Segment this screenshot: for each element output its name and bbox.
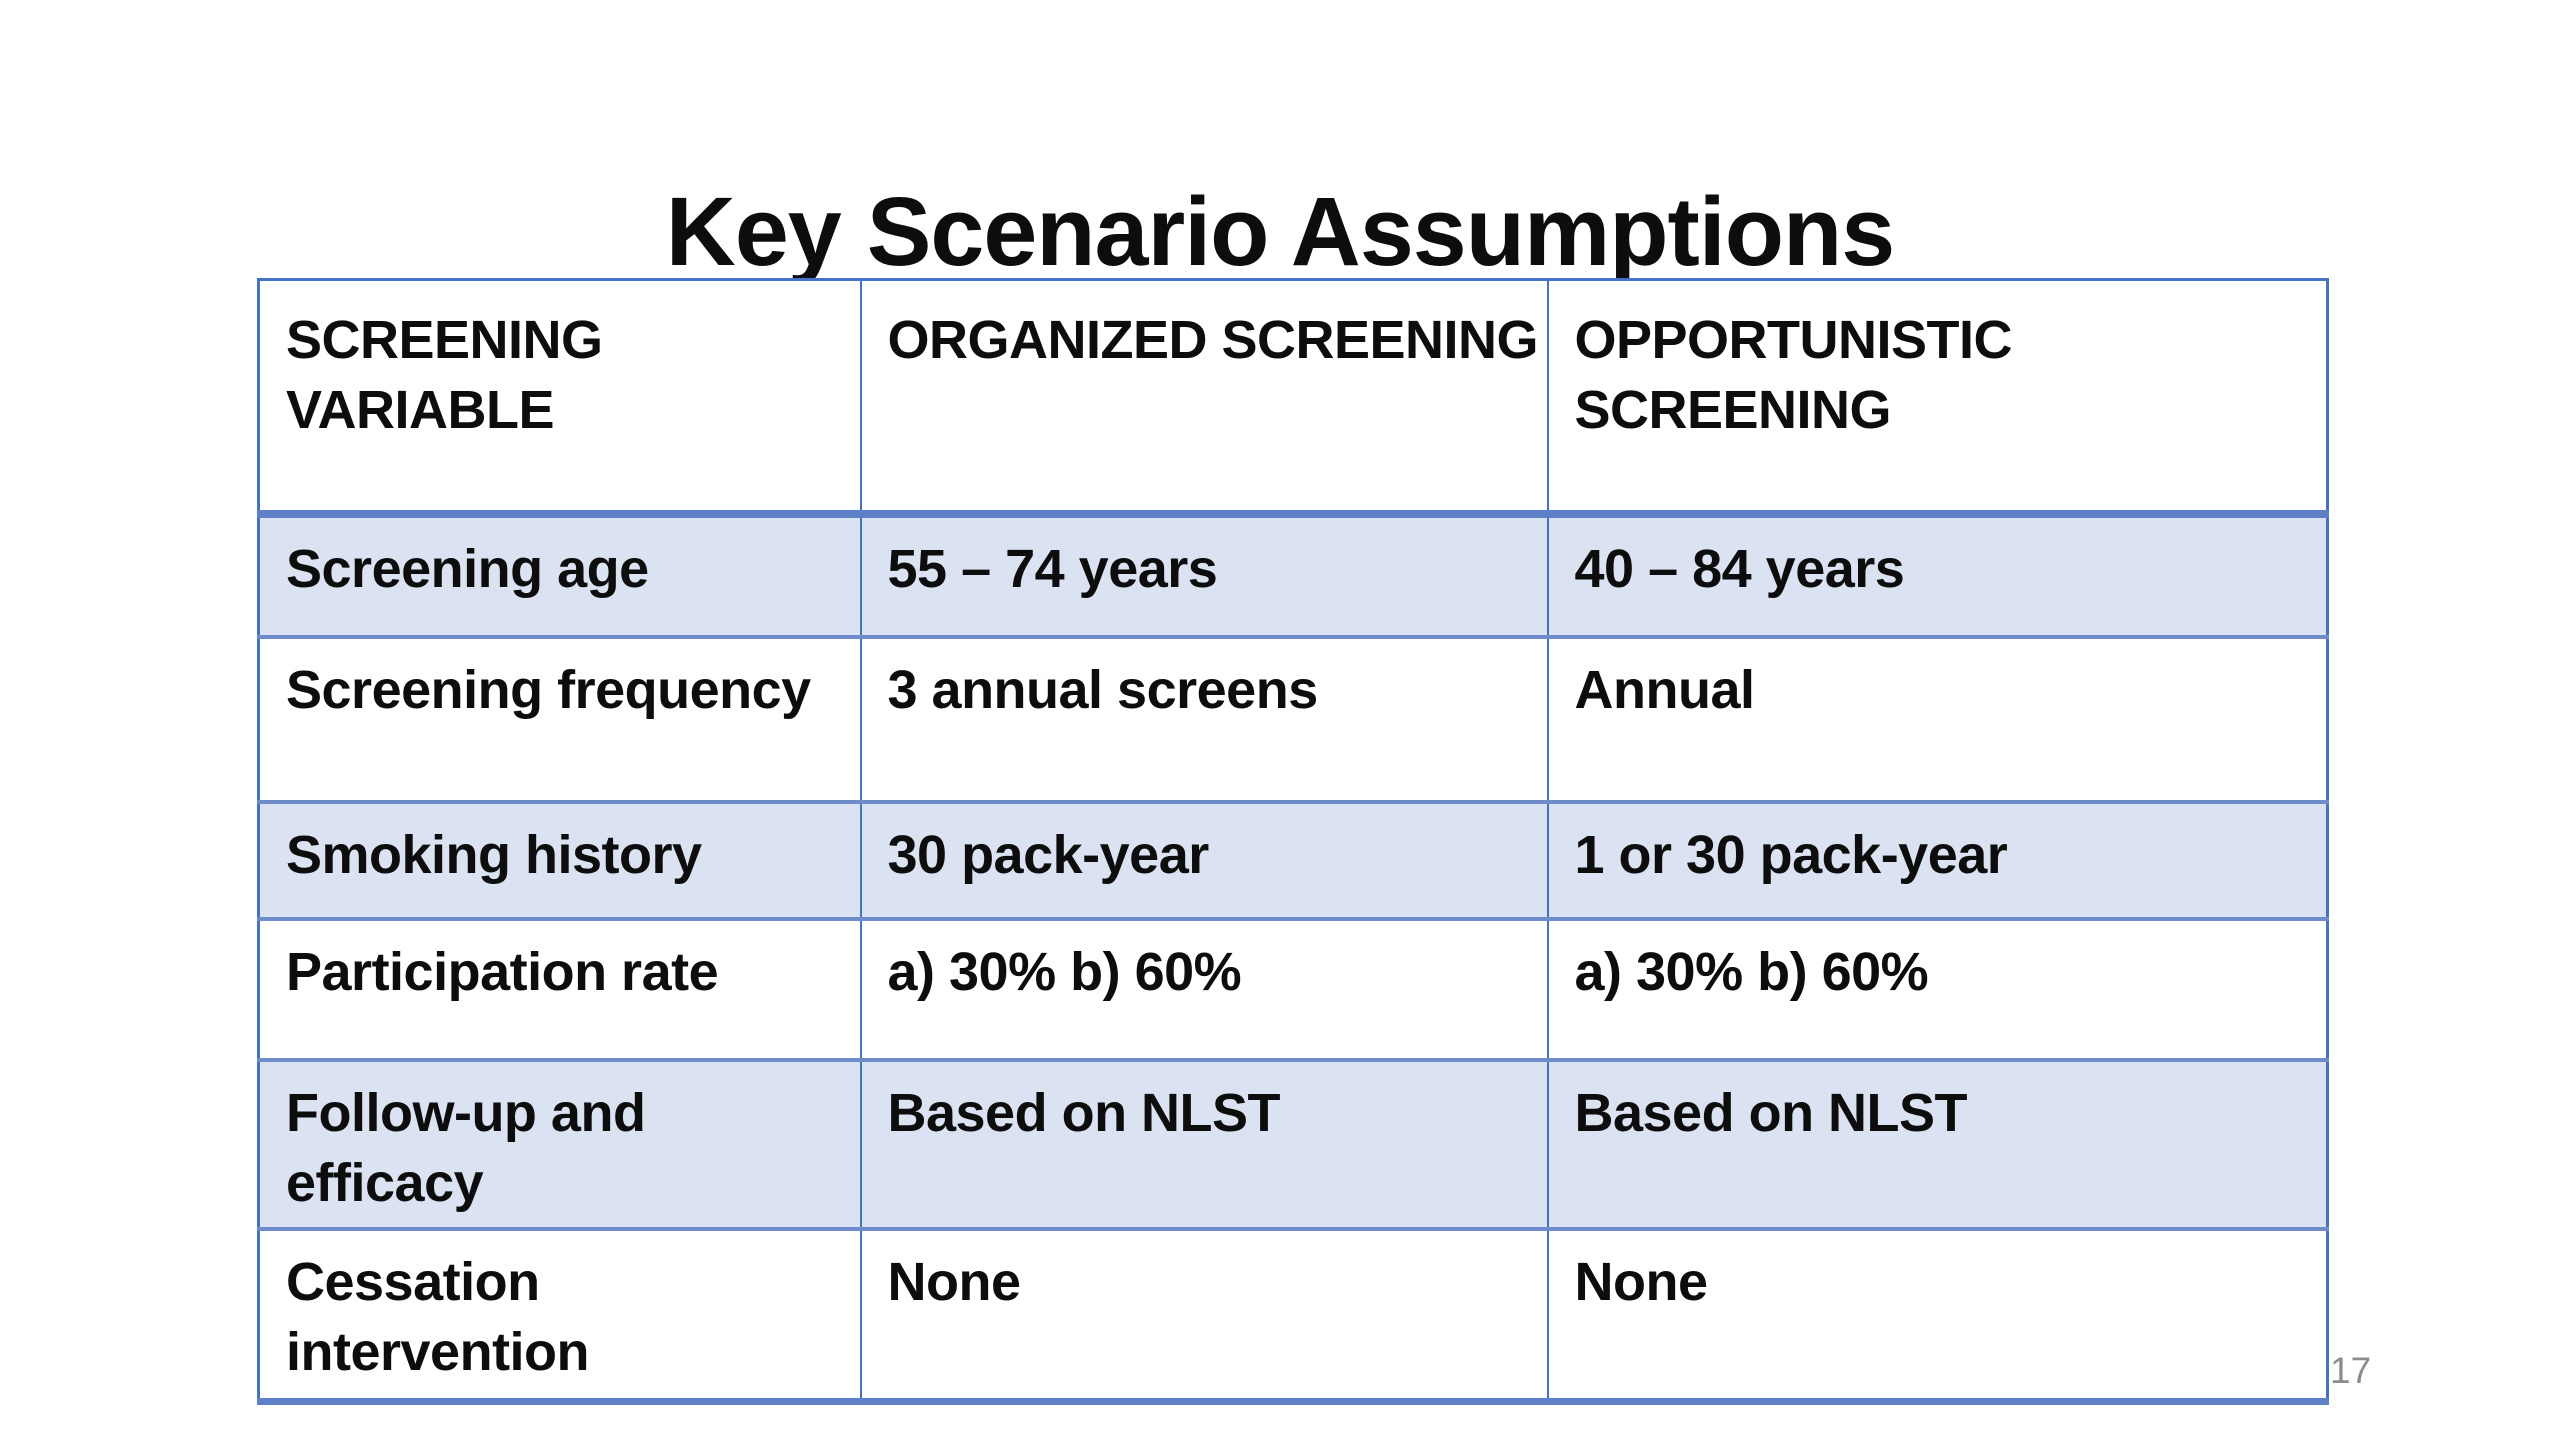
column-header-organized-screening: ORGANIZED SCREENING <box>859 279 1549 518</box>
cell-text: None <box>1574 1251 1708 1312</box>
assumptions-table: SCREENING VARIABLE ORGANIZED SCREENING O… <box>257 278 2329 1405</box>
cell-text: Participation rate <box>286 941 719 1002</box>
column-header-label: SCREENING VARIABLE <box>286 310 603 441</box>
table-cell: 1 or 30 pack-year <box>1546 801 2329 919</box>
table-cell: Follow-up and efficacy <box>257 1059 862 1229</box>
cell-text: a) 30% b) 60% <box>1574 941 1929 1002</box>
cell-text: Follow-up and efficacy <box>286 1082 646 1213</box>
cell-text: 40 – 84 years <box>1574 538 1905 599</box>
cell-text: 3 annual screens <box>887 659 1319 720</box>
table-cell: 30 pack-year <box>859 801 1549 919</box>
column-header-opportunistic-screening: OPPORTUNISTIC SCREENING <box>1546 279 2329 518</box>
column-header-label: OPPORTUNISTIC SCREENING <box>1574 310 2013 441</box>
table-cell: Based on NLST <box>859 1059 1549 1229</box>
table-row-participation-rate: Participation rate a) 30% b) 60% a) 30% … <box>257 918 2329 1060</box>
table-cell: None <box>859 1228 1549 1402</box>
column-header-screening-variable: SCREENING VARIABLE <box>257 279 862 518</box>
table-cell: 55 – 74 years <box>859 513 1549 637</box>
table-row-follow-up-efficacy: Follow-up and efficacy Based on NLST Bas… <box>257 1059 2329 1229</box>
cell-text: 55 – 74 years <box>887 538 1218 599</box>
cell-text: 30 pack-year <box>887 824 1210 885</box>
table-row-cessation-intervention: Cessation intervention None None <box>257 1228 2329 1402</box>
table-header-row: SCREENING VARIABLE ORGANIZED SCREENING O… <box>257 279 2329 518</box>
table-cell: 40 – 84 years <box>1546 513 2329 637</box>
cell-text: a) 30% b) 60% <box>887 941 1242 1002</box>
table-cell: a) 30% b) 60% <box>1546 918 2329 1060</box>
cell-text: Based on NLST <box>887 1082 1281 1143</box>
table-row-smoking-history: Smoking history 30 pack-year 1 or 30 pac… <box>257 801 2329 919</box>
table-cell: Cessation intervention <box>257 1228 862 1402</box>
table-row-screening-age: Screening age 55 – 74 years 40 – 84 year… <box>257 513 2329 637</box>
table-cell: a) 30% b) 60% <box>859 918 1549 1060</box>
table-cell: 3 annual screens <box>859 636 1549 802</box>
cell-text: 1 or 30 pack-year <box>1574 824 2008 885</box>
cell-text: Screening frequency <box>286 659 811 720</box>
table-cell: Screening age <box>257 513 862 637</box>
table-cell: Smoking history <box>257 801 862 919</box>
slide-title: Key Scenario Assumptions <box>665 176 1895 286</box>
cell-text: None <box>887 1251 1022 1312</box>
cell-text: Smoking history <box>286 824 702 885</box>
table-cell: Participation rate <box>257 918 862 1060</box>
table-cell: Annual <box>1546 636 2329 802</box>
table-cell: None <box>1546 1228 2329 1402</box>
column-header-label: ORGANIZED SCREENING <box>887 310 1539 370</box>
table-row-screening-frequency: Screening frequency 3 annual screens Ann… <box>257 636 2329 802</box>
cell-text: Annual <box>1574 659 1755 720</box>
page-number: 17 <box>2330 1350 2372 1391</box>
cell-text: Cessation intervention <box>286 1251 590 1382</box>
table-cell: Based on NLST <box>1546 1059 2329 1229</box>
cell-text: Screening age <box>286 538 649 599</box>
cell-text: Based on NLST <box>1574 1082 1968 1143</box>
table-cell: Screening frequency <box>257 636 862 802</box>
